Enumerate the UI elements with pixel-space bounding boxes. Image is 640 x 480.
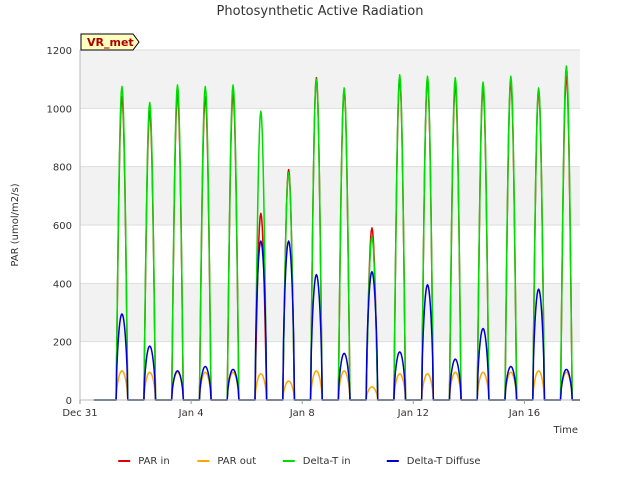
background-band	[80, 50, 580, 109]
y-tick-label: 0	[66, 396, 72, 407]
y-tick-label: 400	[53, 279, 72, 290]
x-tick-label: Jan 8	[289, 408, 315, 419]
series-line-delta-t-diffuse	[93, 240, 580, 401]
site-badge-box	[80, 33, 140, 51]
background-band	[80, 166, 580, 225]
x-tick-label: Dec 31	[62, 408, 97, 419]
axes	[79, 50, 580, 401]
chart-title: Photosynthetic Active Radiation	[217, 4, 424, 19]
y-tick-label: 1200	[47, 46, 72, 57]
legend: PAR in PAR out Delta-T in Delta-T Diffuse	[118, 456, 481, 467]
x-tick-label: Jan 4	[178, 408, 204, 419]
background-bands	[80, 50, 580, 342]
legend-label-par-out: PAR out	[217, 456, 256, 467]
y-tick-label: 600	[53, 221, 72, 232]
x-tick-label: Jan 16	[508, 408, 540, 419]
series-line-delta-t-in	[93, 65, 580, 401]
site-badge: VR_met	[80, 33, 140, 51]
legend-label-delta-t-in: Delta-T in	[303, 456, 351, 467]
y-tick-label: 1000	[47, 104, 72, 115]
x-tick-labels: Dec 31 Jan 4 Jan 8 Jan 12 Jan 16	[62, 400, 540, 419]
y-tick-label: 800	[53, 163, 72, 174]
series-group	[93, 65, 580, 401]
y-axis-title: PAR (umol/m2/s)	[10, 183, 21, 266]
x-axis-title: Time	[553, 425, 578, 436]
site-label: VR_met	[87, 36, 134, 49]
y-tick-labels: 0 200 400 600 800 1000 1200	[47, 46, 72, 407]
x-tick-label: Jan 12	[397, 408, 429, 419]
y-tick-label: 200	[53, 338, 72, 349]
legend-label-delta-t-diffuse: Delta-T Diffuse	[407, 456, 481, 467]
background-band	[80, 283, 580, 342]
legend-label-par-in: PAR in	[138, 456, 169, 467]
